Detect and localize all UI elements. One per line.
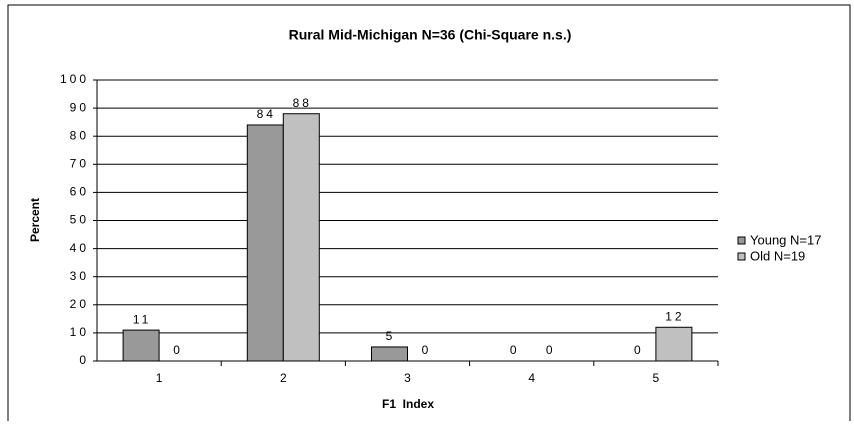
data-label: 84 (257, 107, 276, 121)
y-tick-label: 0 (79, 353, 89, 367)
data-label: 0 (510, 343, 520, 357)
y-tick-label: 30 (70, 269, 89, 283)
legend-swatch (737, 252, 746, 261)
data-label: 12 (665, 309, 684, 323)
bar (246, 124, 284, 362)
data-label: 0 (546, 343, 556, 357)
bar (282, 113, 320, 362)
y-tick-label: 20 (70, 297, 89, 311)
x-tick-label: 4 (528, 371, 535, 385)
y-tick-label: 10 (70, 325, 89, 339)
y-tick-label: 50 (70, 213, 89, 227)
x-tick-label: 2 (280, 371, 287, 385)
y-tick-label: 80 (70, 128, 89, 142)
y-tick-label: 90 (70, 100, 89, 114)
bar (122, 329, 160, 362)
data-label: 5 (386, 329, 396, 343)
data-label: 0 (634, 343, 644, 357)
legend-label: Young N=17 (750, 232, 821, 247)
x-tick-label: 5 (653, 371, 660, 385)
x-tick-label: 3 (404, 371, 411, 385)
bar (655, 326, 693, 362)
y-tick-label: 100 (60, 72, 89, 86)
data-label: 0 (173, 343, 183, 357)
data-label: 11 (133, 312, 151, 326)
y-tick-label: 40 (70, 241, 89, 255)
bar (371, 346, 408, 362)
legend-label: Old N=19 (750, 248, 805, 263)
y-tick-label: 60 (70, 185, 89, 199)
data-label: 88 (293, 96, 312, 110)
y-tick-label: 70 (70, 156, 89, 170)
legend-swatch (737, 236, 746, 245)
data-label: 0 (422, 343, 432, 357)
y-axis-label: Percent (28, 198, 42, 242)
chart-title: Rural Mid-Michigan N=36 (Chi-Square n.s.… (289, 27, 572, 43)
x-tick-label: 1 (156, 371, 163, 385)
x-axis-label: F1 Index (382, 397, 434, 411)
